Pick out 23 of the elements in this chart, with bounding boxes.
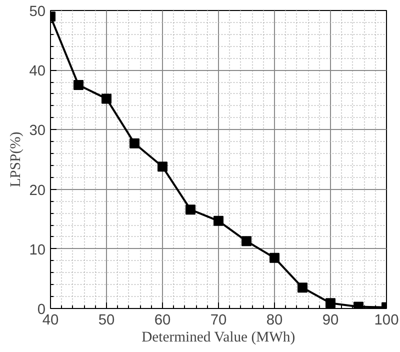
- x-tick-label: 100: [374, 312, 399, 328]
- y-tick-label: 20: [29, 182, 46, 199]
- x-tick-label: 90: [322, 312, 339, 328]
- y-axis-title: LPSP(%): [8, 132, 24, 188]
- point: [214, 216, 224, 226]
- x-tick-label: 50: [98, 312, 115, 328]
- point: [242, 236, 252, 246]
- x-axis-title: Determined Value (MWh): [142, 330, 296, 346]
- x-tick-label: 70: [210, 312, 227, 328]
- point: [298, 282, 308, 293]
- y-tick-label: 50: [29, 4, 46, 20]
- point: [102, 94, 112, 104]
- point: [158, 162, 168, 172]
- x-tick-label: 60: [154, 312, 171, 328]
- y-tick-label: 40: [29, 64, 46, 80]
- point: [270, 252, 280, 263]
- y-tick-label: 10: [29, 242, 46, 258]
- x-tick-label: 80: [266, 312, 283, 328]
- point: [130, 138, 140, 148]
- point: [326, 298, 336, 308]
- point: [186, 204, 196, 215]
- point: [74, 80, 84, 90]
- y-tick-label: 30: [29, 123, 46, 140]
